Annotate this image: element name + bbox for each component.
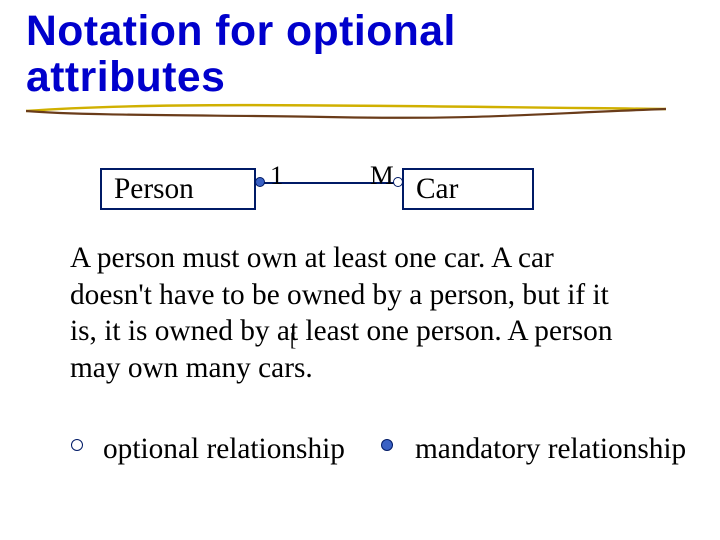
entity-person: Person: [100, 168, 256, 210]
slide-title: Notation for optional attributes: [26, 8, 456, 100]
description-text: A person must own at least one car. A ca…: [70, 240, 635, 387]
cardinality-left: 1: [270, 160, 283, 191]
title-underline: [26, 102, 666, 132]
legend-mandatory-label: mandatory relationship: [415, 433, 686, 466]
legend-optional-icon: [71, 439, 83, 451]
cardinality-right: M: [370, 160, 394, 191]
relationship-endpoint-right-optional: [393, 177, 403, 187]
legend-mandatory-icon: [381, 439, 393, 451]
entity-car-label: Car: [416, 173, 458, 206]
slide: { "title": { "text": "Notation for optio…: [0, 0, 720, 540]
entity-person-label: Person: [114, 173, 194, 206]
entity-car: Car: [402, 168, 534, 210]
relationship-endpoint-left-mandatory: [255, 177, 265, 187]
stray-char: [: [290, 330, 296, 352]
legend-optional-label: optional relationship: [103, 433, 345, 466]
